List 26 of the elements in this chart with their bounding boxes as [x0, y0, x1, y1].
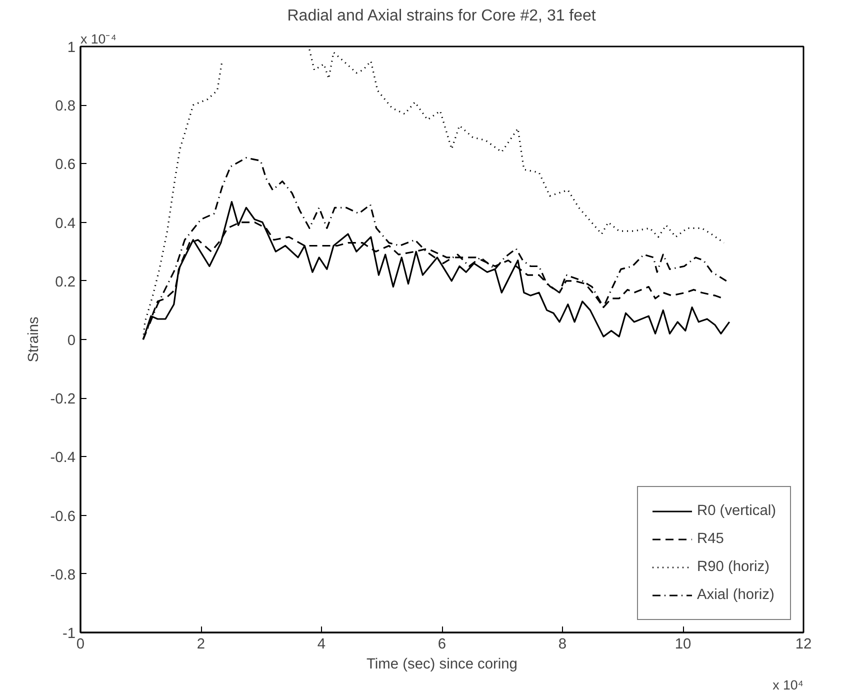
x-axis-title: Time (sec) since coring: [366, 656, 518, 672]
y-tick-label: -0.8: [50, 567, 76, 584]
legend-label: R90 (horiz): [697, 559, 770, 575]
y-tick-label: 0.8: [55, 98, 76, 115]
x-tick-label: 4: [317, 636, 326, 652]
legend-label: R45: [697, 531, 724, 547]
chart-title: Radial and Axial strains for Core #2, 31 feet: [287, 8, 596, 24]
y-tick-label: -0.4: [50, 450, 76, 466]
y-axis-title: Strains: [26, 316, 42, 362]
text: x 10⁻⁴: [80, 32, 117, 46]
y-tick-label: 0: [67, 333, 76, 349]
x-tick-label: 6: [438, 636, 446, 652]
x-tick-label: 10: [674, 636, 692, 652]
legend-label: R0 (vertical): [697, 503, 776, 519]
x-tick-label: 8: [558, 636, 567, 652]
y-tick-label: -1: [62, 626, 76, 642]
y-tick-label: 0.2: [55, 274, 76, 290]
x-tick-label: 12: [795, 636, 812, 652]
text: x 10⁴: [772, 678, 804, 692]
y-tick-label: 0.6: [55, 157, 76, 174]
legend-label: Axial (horiz): [697, 587, 774, 603]
y-tick-label: -0.2: [50, 392, 76, 408]
y-tick-label: 0.4: [55, 216, 76, 232]
y-tick-label: -0.6: [50, 508, 76, 525]
x-tick-label: 2: [196, 636, 206, 652]
y-tick-label: 1: [67, 40, 76, 56]
